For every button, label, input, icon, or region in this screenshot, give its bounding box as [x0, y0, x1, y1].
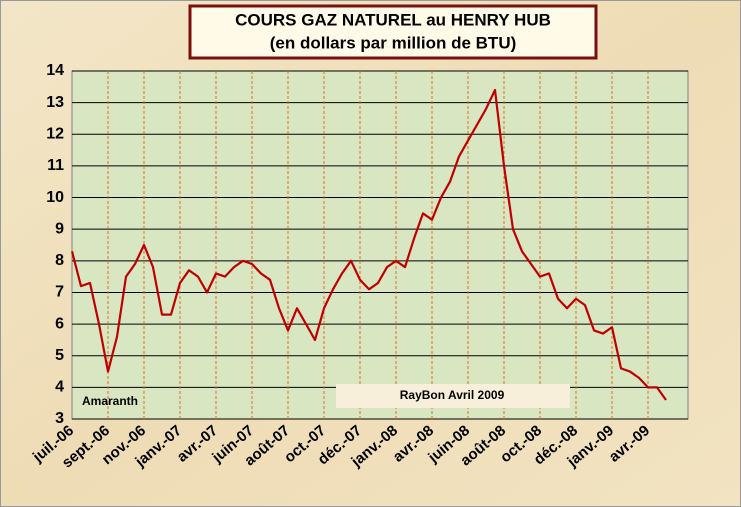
y-tick-label: 10 — [46, 189, 64, 206]
annotation-box — [336, 384, 570, 408]
chart-title: COURS GAZ NATUREL au HENRY HUB — [235, 10, 551, 29]
y-tick-label: 12 — [46, 125, 64, 142]
y-tick-label: 13 — [46, 94, 64, 111]
y-tick-label: 11 — [47, 157, 64, 174]
y-tick-label: 4 — [55, 379, 64, 396]
y-tick-label: 5 — [55, 347, 64, 364]
annotation: RayBon Avril 2009 — [400, 388, 505, 402]
y-tick-label: 7 — [55, 284, 64, 301]
title-box — [188, 4, 598, 60]
y-tick-label: 9 — [55, 220, 64, 237]
series-line — [70, 88, 667, 401]
annotation: Amaranth — [82, 394, 138, 408]
y-tick-label: 6 — [55, 315, 64, 332]
chart-subtitle: (en dollars par million de BTU) — [270, 33, 517, 52]
y-tick-label: 8 — [55, 252, 64, 269]
plot-area — [71, 70, 689, 420]
y-tick-label: 3 — [55, 410, 64, 427]
y-tick-label: 14 — [46, 62, 64, 79]
